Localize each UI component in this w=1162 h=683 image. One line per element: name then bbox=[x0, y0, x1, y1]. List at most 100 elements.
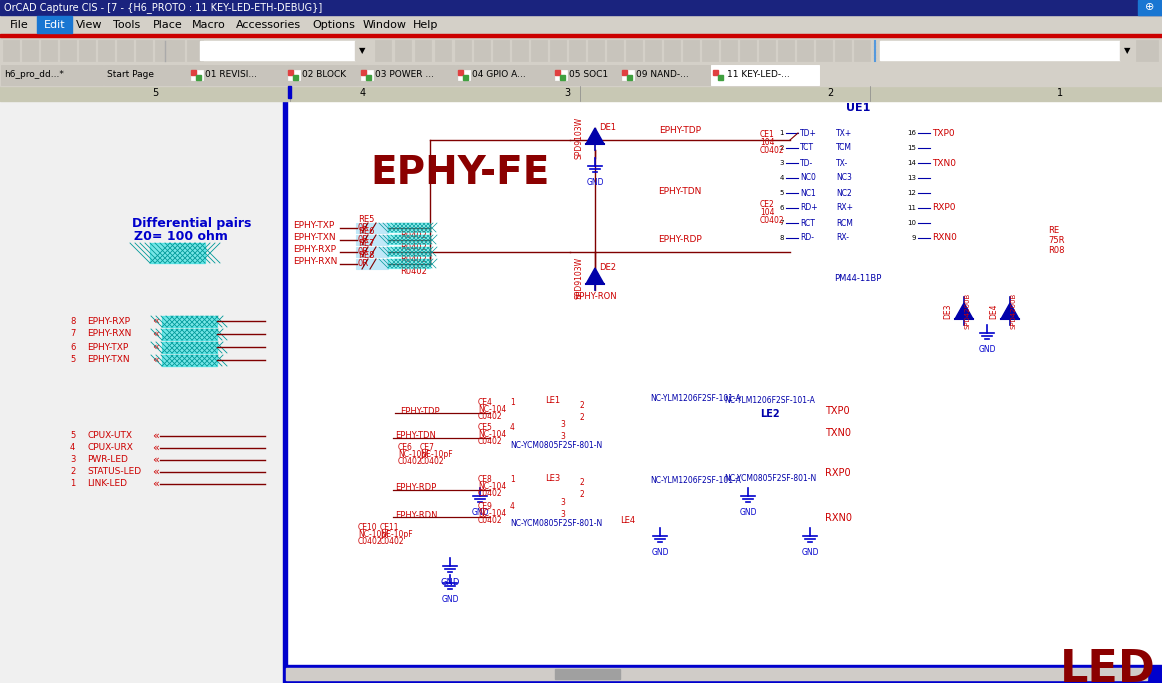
Text: Z0= 100 ohm: Z0= 100 ohm bbox=[134, 229, 228, 242]
Text: NC-YLM1206F2SF-101-A: NC-YLM1206F2SF-101-A bbox=[650, 476, 741, 485]
Text: 5: 5 bbox=[780, 190, 784, 196]
Bar bbox=[191, 70, 203, 80]
Bar bbox=[1138, 0, 1162, 15]
Text: DE2: DE2 bbox=[598, 263, 616, 272]
Text: TX+: TX+ bbox=[835, 128, 852, 137]
Text: 8: 8 bbox=[70, 316, 76, 326]
Text: UE1: UE1 bbox=[846, 103, 870, 113]
Text: 8: 8 bbox=[780, 235, 784, 241]
Text: C0402: C0402 bbox=[760, 146, 784, 155]
Text: RXN0: RXN0 bbox=[825, 513, 852, 523]
Bar bbox=[415, 40, 431, 61]
Bar bbox=[361, 70, 373, 80]
Text: 6: 6 bbox=[780, 205, 784, 211]
Text: GND: GND bbox=[440, 578, 460, 587]
Bar bbox=[395, 40, 411, 61]
Bar bbox=[286, 668, 1147, 680]
Bar bbox=[388, 235, 430, 244]
Text: EPHY-RXN: EPHY-RXN bbox=[87, 329, 131, 339]
Bar bbox=[105, 65, 188, 85]
Text: NC-10pF: NC-10pF bbox=[358, 530, 390, 539]
Text: RE8: RE8 bbox=[358, 251, 374, 260]
Bar bbox=[196, 75, 201, 80]
Text: EPHY-TDP: EPHY-TDP bbox=[400, 406, 439, 415]
Bar bbox=[98, 40, 114, 61]
Text: GND: GND bbox=[442, 595, 459, 604]
Text: CE4: CE4 bbox=[478, 398, 493, 407]
Text: C0402: C0402 bbox=[399, 457, 423, 466]
Bar bbox=[553, 65, 619, 85]
Text: GND: GND bbox=[651, 548, 669, 557]
Text: RE6: RE6 bbox=[358, 227, 374, 236]
Bar bbox=[356, 41, 370, 60]
Text: ▼: ▼ bbox=[359, 46, 365, 55]
Bar bbox=[550, 40, 566, 61]
Text: 02 BLOCK: 02 BLOCK bbox=[302, 70, 346, 79]
Text: CE1: CE1 bbox=[760, 130, 775, 139]
Bar bbox=[375, 40, 390, 61]
Text: CE10: CE10 bbox=[358, 523, 378, 532]
Text: 4: 4 bbox=[510, 423, 515, 432]
Bar bbox=[779, 40, 794, 61]
Bar bbox=[683, 40, 700, 61]
Text: C0402: C0402 bbox=[478, 489, 503, 498]
Text: Edit: Edit bbox=[43, 20, 65, 29]
Bar bbox=[356, 235, 388, 245]
Bar bbox=[366, 75, 371, 80]
Bar bbox=[117, 40, 132, 61]
Text: RXN0: RXN0 bbox=[932, 234, 956, 242]
Text: TX-: TX- bbox=[835, 158, 848, 167]
Text: R0402: R0402 bbox=[400, 255, 426, 264]
Text: NC3: NC3 bbox=[835, 173, 852, 182]
Text: 03 POWER ...: 03 POWER ... bbox=[375, 70, 433, 79]
Text: 104: 104 bbox=[760, 208, 775, 217]
Bar bbox=[3, 40, 19, 61]
Text: Accessories: Accessories bbox=[236, 20, 301, 29]
Text: «: « bbox=[152, 329, 159, 339]
Text: «: « bbox=[152, 355, 159, 365]
Text: View: View bbox=[76, 20, 102, 29]
Text: NC-YCM0805F2SF-801-N: NC-YCM0805F2SF-801-N bbox=[724, 474, 816, 483]
Text: 9: 9 bbox=[911, 235, 916, 241]
Text: SPD4200B: SPD4200B bbox=[964, 293, 971, 329]
Bar bbox=[531, 40, 547, 61]
Text: 1: 1 bbox=[780, 130, 784, 136]
Polygon shape bbox=[955, 303, 973, 319]
Bar bbox=[150, 243, 205, 263]
Text: 09 NAND-...: 09 NAND-... bbox=[636, 70, 689, 79]
Text: LE2: LE2 bbox=[760, 409, 780, 419]
Text: 3: 3 bbox=[560, 498, 565, 507]
Bar bbox=[288, 86, 290, 98]
Text: ▼: ▼ bbox=[1124, 46, 1131, 55]
Text: NC-104: NC-104 bbox=[478, 482, 507, 491]
Text: NC-104: NC-104 bbox=[478, 405, 507, 414]
Text: Options: Options bbox=[313, 20, 356, 29]
Bar bbox=[155, 40, 171, 61]
Text: RE7: RE7 bbox=[358, 240, 374, 249]
Text: Place: Place bbox=[153, 20, 182, 29]
Text: 3: 3 bbox=[780, 160, 784, 166]
Text: 1: 1 bbox=[510, 475, 515, 484]
Bar bbox=[288, 70, 293, 75]
Text: C0402: C0402 bbox=[478, 437, 503, 446]
Text: 12: 12 bbox=[908, 190, 916, 196]
Text: 75R: 75R bbox=[1048, 236, 1064, 245]
Bar bbox=[286, 65, 358, 85]
Text: 2: 2 bbox=[580, 413, 584, 422]
Bar bbox=[162, 316, 217, 327]
Text: Tools: Tools bbox=[113, 20, 141, 29]
Bar bbox=[713, 70, 718, 75]
Text: NC-104: NC-104 bbox=[478, 509, 507, 518]
Bar bbox=[1136, 40, 1159, 61]
Text: RCM: RCM bbox=[835, 219, 853, 227]
Text: 2: 2 bbox=[780, 145, 784, 151]
Bar bbox=[79, 40, 95, 61]
Text: EPHY-TXN: EPHY-TXN bbox=[87, 355, 130, 365]
Text: 3: 3 bbox=[560, 510, 565, 519]
Bar bbox=[0, 86, 1162, 101]
Text: RD+: RD+ bbox=[799, 204, 818, 212]
Text: 7: 7 bbox=[780, 220, 784, 226]
Text: DE1: DE1 bbox=[598, 123, 616, 132]
Bar bbox=[730, 423, 810, 523]
Text: RE5: RE5 bbox=[358, 216, 374, 225]
